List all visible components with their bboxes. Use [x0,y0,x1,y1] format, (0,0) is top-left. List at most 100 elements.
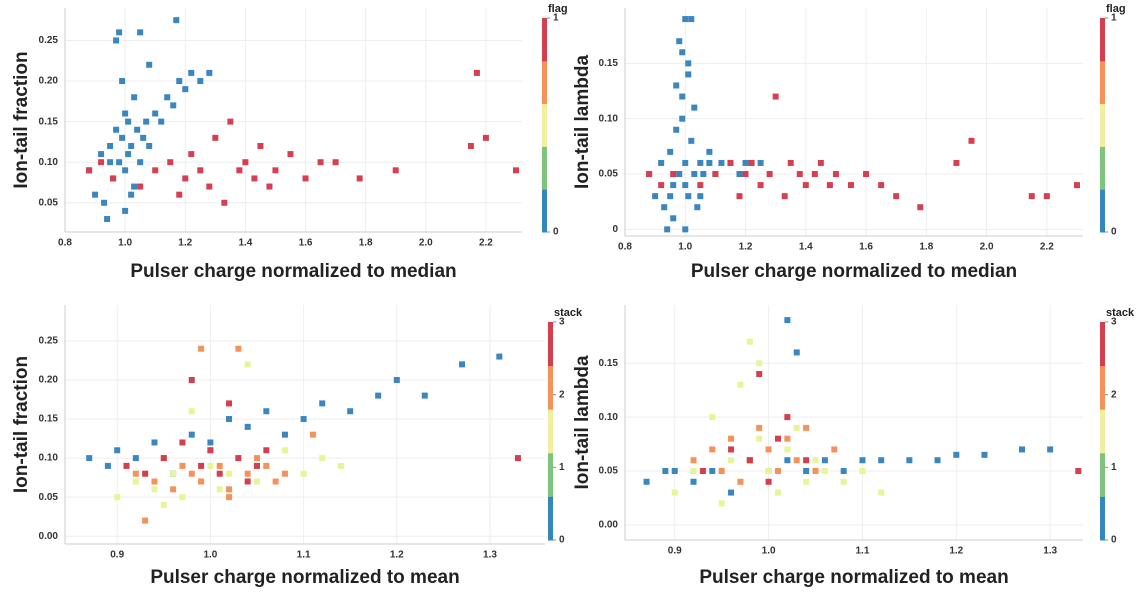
point [128,191,135,198]
point [1043,193,1050,200]
point [167,159,174,166]
point [728,489,735,496]
point [514,455,521,462]
point [847,182,854,189]
point [188,431,195,438]
point [697,159,704,166]
point [170,102,177,109]
y-tick-label: 0.20 [39,76,59,87]
point [774,489,781,496]
point [784,446,791,453]
point [658,159,665,166]
x-axis-title: Pulser charge normalized to mean [150,567,459,588]
y-tick-label: 0.05 [599,466,619,477]
point [784,457,791,464]
point [143,118,150,125]
point [690,457,697,464]
x-tick-label: 2.2 [479,238,493,249]
point [160,455,167,462]
point [803,457,810,464]
colorbar-segment [542,189,547,233]
point [188,470,195,477]
point [694,204,701,211]
point [142,517,149,524]
colorbar-segment [542,18,547,62]
y-tick-label: 0.05 [599,169,619,180]
colorbar-title: stack [1106,307,1135,319]
point [122,207,129,214]
point [421,392,428,399]
point [784,414,791,421]
point [757,182,764,189]
point [728,457,735,464]
x-tick-label: 1.3 [483,550,497,561]
point [756,370,763,377]
point [151,478,158,485]
colorbar-tick-label: 3 [1111,317,1117,328]
y-tick-label: 0.00 [599,520,619,531]
point [164,94,171,101]
point [309,431,316,438]
point [1047,446,1054,453]
point [709,414,716,421]
point [92,191,99,198]
colorbar-segment [548,365,553,410]
colorbar-tick-label: 2 [559,389,565,400]
point [197,167,204,174]
point [242,159,249,166]
point [128,142,135,149]
x-tick-label: 1.2 [390,550,404,561]
point [718,500,725,507]
point [793,424,800,431]
point [658,182,665,189]
colorbar-segment [548,322,553,367]
y-axis-title: Ion-tail lambda [572,355,593,490]
point [863,171,870,178]
point [86,455,93,462]
point [116,29,123,36]
point [757,159,764,166]
point [375,392,382,399]
x-tick-label: 1.6 [299,238,313,249]
point [787,159,794,166]
point [690,478,697,485]
point [821,468,828,475]
y-tick-label: 0.00 [39,531,59,542]
point [796,171,803,178]
y-tick-label: 0 [612,224,618,235]
point [272,478,279,485]
colorbar-tick-label: 1 [559,462,565,473]
y-axis-title: Ion-tail fraction [11,51,32,188]
point [691,104,698,111]
point [114,494,121,501]
colorbar-tick-label: 0 [553,227,559,238]
colorbar-segment [1100,18,1105,62]
x-tick-label: 1.6 [859,242,873,253]
x-tick-label: 2.0 [419,238,433,249]
point [765,468,772,475]
y-tick-label: 0.05 [39,197,59,208]
point [512,167,519,174]
y-axis-title: Ion-tail lambda [572,55,593,190]
point [188,69,195,76]
point [742,159,749,166]
point [198,478,205,485]
point [709,468,716,475]
point [227,118,234,125]
point [756,424,763,431]
point [688,137,695,144]
point [179,439,186,446]
point [119,78,126,85]
y-tick-label: 0.10 [39,453,59,464]
point [679,93,686,100]
point [131,183,138,190]
point [859,457,866,464]
point [679,115,686,122]
colorbar-title: flag [1106,3,1126,15]
colorbar-segment [548,496,553,541]
point [254,462,260,469]
point [226,486,233,493]
point [1075,468,1082,475]
point [784,435,791,442]
point [968,137,975,144]
